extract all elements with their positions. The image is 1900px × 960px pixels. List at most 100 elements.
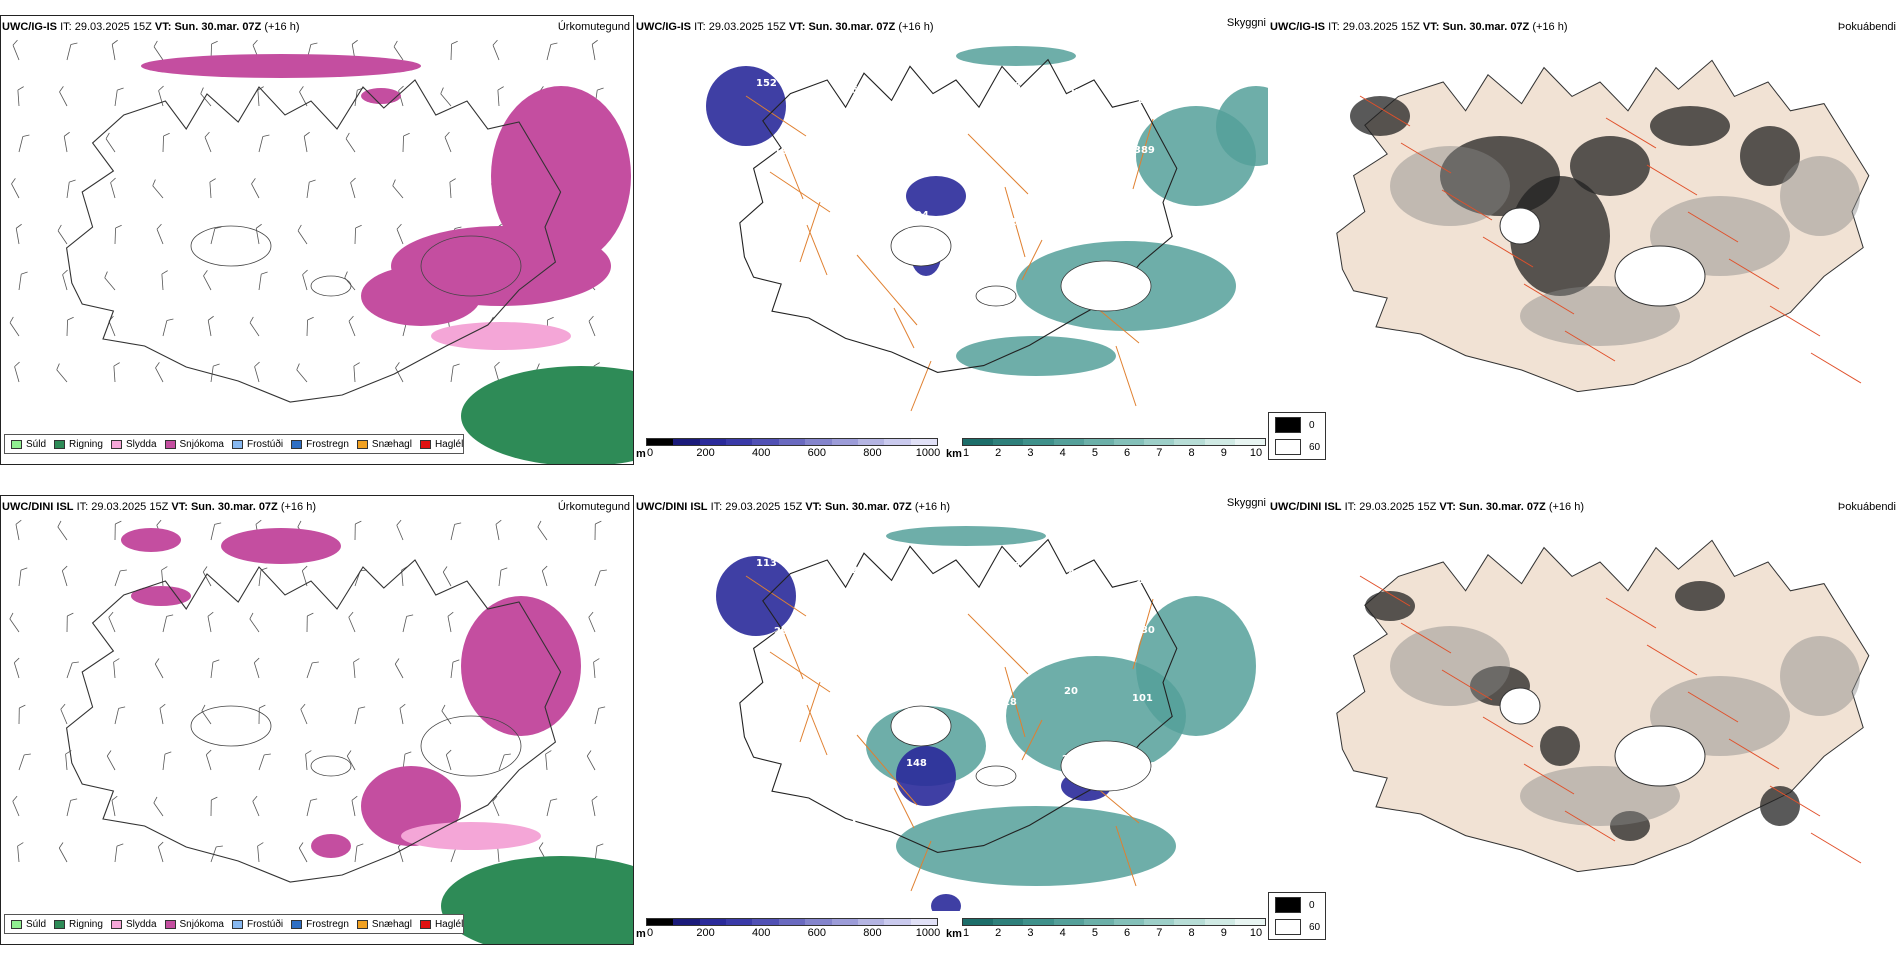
wind-barb — [67, 179, 76, 199]
barb-staff — [493, 801, 499, 816]
wind-barb — [355, 225, 362, 244]
barb-staff — [155, 368, 163, 382]
glacier-outline — [1500, 688, 1540, 724]
colorbar-tick-label: 200 — [696, 927, 714, 939]
fog-indicator-map[interactable] — [1300, 516, 1900, 926]
barb-flag — [504, 752, 511, 757]
barb-flag — [357, 843, 363, 847]
legend-swatch — [232, 920, 243, 929]
barb-flag — [263, 134, 270, 138]
visibility-cloudbase-map[interactable]: 1135229030741273295437541626493830763636… — [636, 516, 1268, 911]
barb-staff — [114, 366, 115, 382]
barb-flag — [346, 750, 353, 756]
barb-flag — [113, 659, 119, 663]
wind-barb — [588, 316, 601, 336]
barb-flag — [164, 133, 170, 136]
valid-time-label: VT: — [1439, 501, 1456, 513]
barb-staff — [450, 182, 451, 198]
valid-time: Sun. 30.mar. 07Z — [825, 501, 912, 513]
wind-barb — [13, 658, 24, 678]
barb-flag — [399, 704, 405, 708]
cloud-base-value-label: 273 — [1136, 575, 1157, 586]
barb-flag — [210, 179, 216, 182]
precip-type-map[interactable] — [1, 36, 633, 464]
barb-flag — [592, 40, 598, 44]
wind-barb — [492, 40, 505, 60]
barb-flag — [8, 613, 15, 619]
barb-staff — [154, 47, 163, 60]
cloud-base-value-label: 119 — [770, 744, 791, 755]
colorbar-tick-label: 400 — [752, 927, 770, 939]
cloud-base-value-label: 22 — [912, 92, 926, 103]
colorbar-tick-label: 2 — [995, 927, 1001, 939]
road — [894, 308, 914, 348]
wind-barb — [344, 133, 360, 152]
wind-barb — [67, 317, 74, 336]
barb-flag — [302, 270, 309, 275]
barb-flag — [551, 797, 558, 801]
wind-barb — [15, 520, 25, 540]
barb-staff — [203, 276, 211, 290]
barb-flag — [495, 520, 501, 524]
barb-staff — [397, 229, 403, 244]
barb-staff — [493, 45, 499, 60]
barb-flag — [154, 658, 161, 664]
colorbar-segment — [1054, 919, 1084, 925]
wind-barb — [295, 364, 312, 382]
barb-flag — [216, 844, 223, 849]
fog-header: UWC/DINI ISL IT: 29.03.2025 15Z VT: Sun.… — [1270, 500, 1584, 514]
barb-staff — [211, 662, 213, 678]
colorbar-segment — [1235, 919, 1265, 925]
barb-flag — [356, 225, 362, 228]
wind-barb — [545, 751, 553, 770]
wind-barb — [391, 180, 408, 198]
road — [1770, 306, 1820, 336]
colorbar-segment — [752, 919, 778, 925]
model-name: UWC/IG-IS — [1270, 21, 1325, 33]
fog-legend-swatch — [1275, 897, 1301, 913]
barb-flag — [16, 224, 22, 228]
wind-barb — [19, 271, 28, 291]
wind-barb — [495, 520, 505, 540]
wind-barb — [161, 567, 169, 586]
barb-flag — [548, 317, 554, 320]
barb-flag — [154, 362, 161, 367]
barb-flag — [56, 521, 63, 527]
colorbar-tick-label: 6 — [1124, 447, 1130, 459]
legend-swatch — [54, 920, 65, 929]
barb-flag — [110, 178, 117, 183]
road — [968, 614, 1028, 674]
barb-staff — [112, 800, 115, 816]
precip-legend-item: Snjókoma — [165, 919, 224, 930]
precip-panel-title: Úrkomutegund — [540, 20, 630, 34]
wind-barb — [396, 520, 409, 540]
barb-staff — [160, 708, 163, 724]
barb-staff — [157, 229, 163, 244]
colorbar-segment — [1023, 919, 1053, 925]
fog-indicator-map[interactable] — [1300, 36, 1900, 446]
barb-flag — [296, 521, 303, 527]
cloud-base-value-label: 276 — [1068, 88, 1089, 99]
precip-type-map[interactable] — [1, 516, 633, 944]
barb-staff — [354, 662, 355, 678]
valid-time-label: VT: — [155, 21, 172, 33]
wind-barb — [115, 843, 123, 863]
cloud-base-area — [931, 894, 961, 911]
barb-staff — [258, 90, 259, 106]
wind-barb — [451, 659, 459, 679]
visibility-cloudbase-map[interactable]: 1529622398276116193186665271291389382452… — [636, 36, 1268, 431]
wind-barb — [108, 316, 121, 336]
glacier-outline — [976, 766, 1016, 786]
glacier-outline — [191, 706, 271, 746]
legend-label: Frostregn — [306, 919, 349, 930]
colorbar-segment — [963, 439, 993, 445]
barb-staff — [355, 846, 357, 862]
barb-flag — [72, 660, 79, 665]
barb-flag — [541, 566, 548, 571]
barb-flag — [213, 659, 219, 663]
colorbar-segment — [1205, 919, 1235, 925]
cloud-base-value-label: 211 — [1062, 754, 1083, 765]
barb-staff — [303, 275, 307, 290]
barb-flag — [211, 797, 217, 800]
